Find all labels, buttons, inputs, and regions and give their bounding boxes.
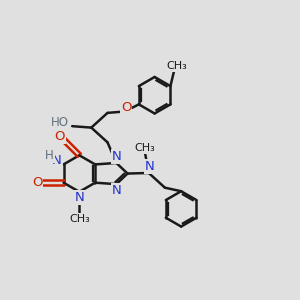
Text: N: N [112, 184, 122, 197]
Text: N: N [52, 154, 62, 167]
Text: N: N [112, 150, 122, 163]
Text: O: O [54, 130, 65, 143]
Text: O: O [121, 101, 131, 114]
Text: H: H [45, 149, 54, 162]
Text: CH₃: CH₃ [69, 214, 90, 224]
Text: HO: HO [51, 116, 69, 129]
Text: O: O [32, 176, 42, 189]
Text: N: N [145, 160, 154, 173]
Text: N: N [74, 190, 84, 204]
Text: CH₃: CH₃ [135, 143, 156, 153]
Text: CH₃: CH₃ [167, 61, 187, 71]
